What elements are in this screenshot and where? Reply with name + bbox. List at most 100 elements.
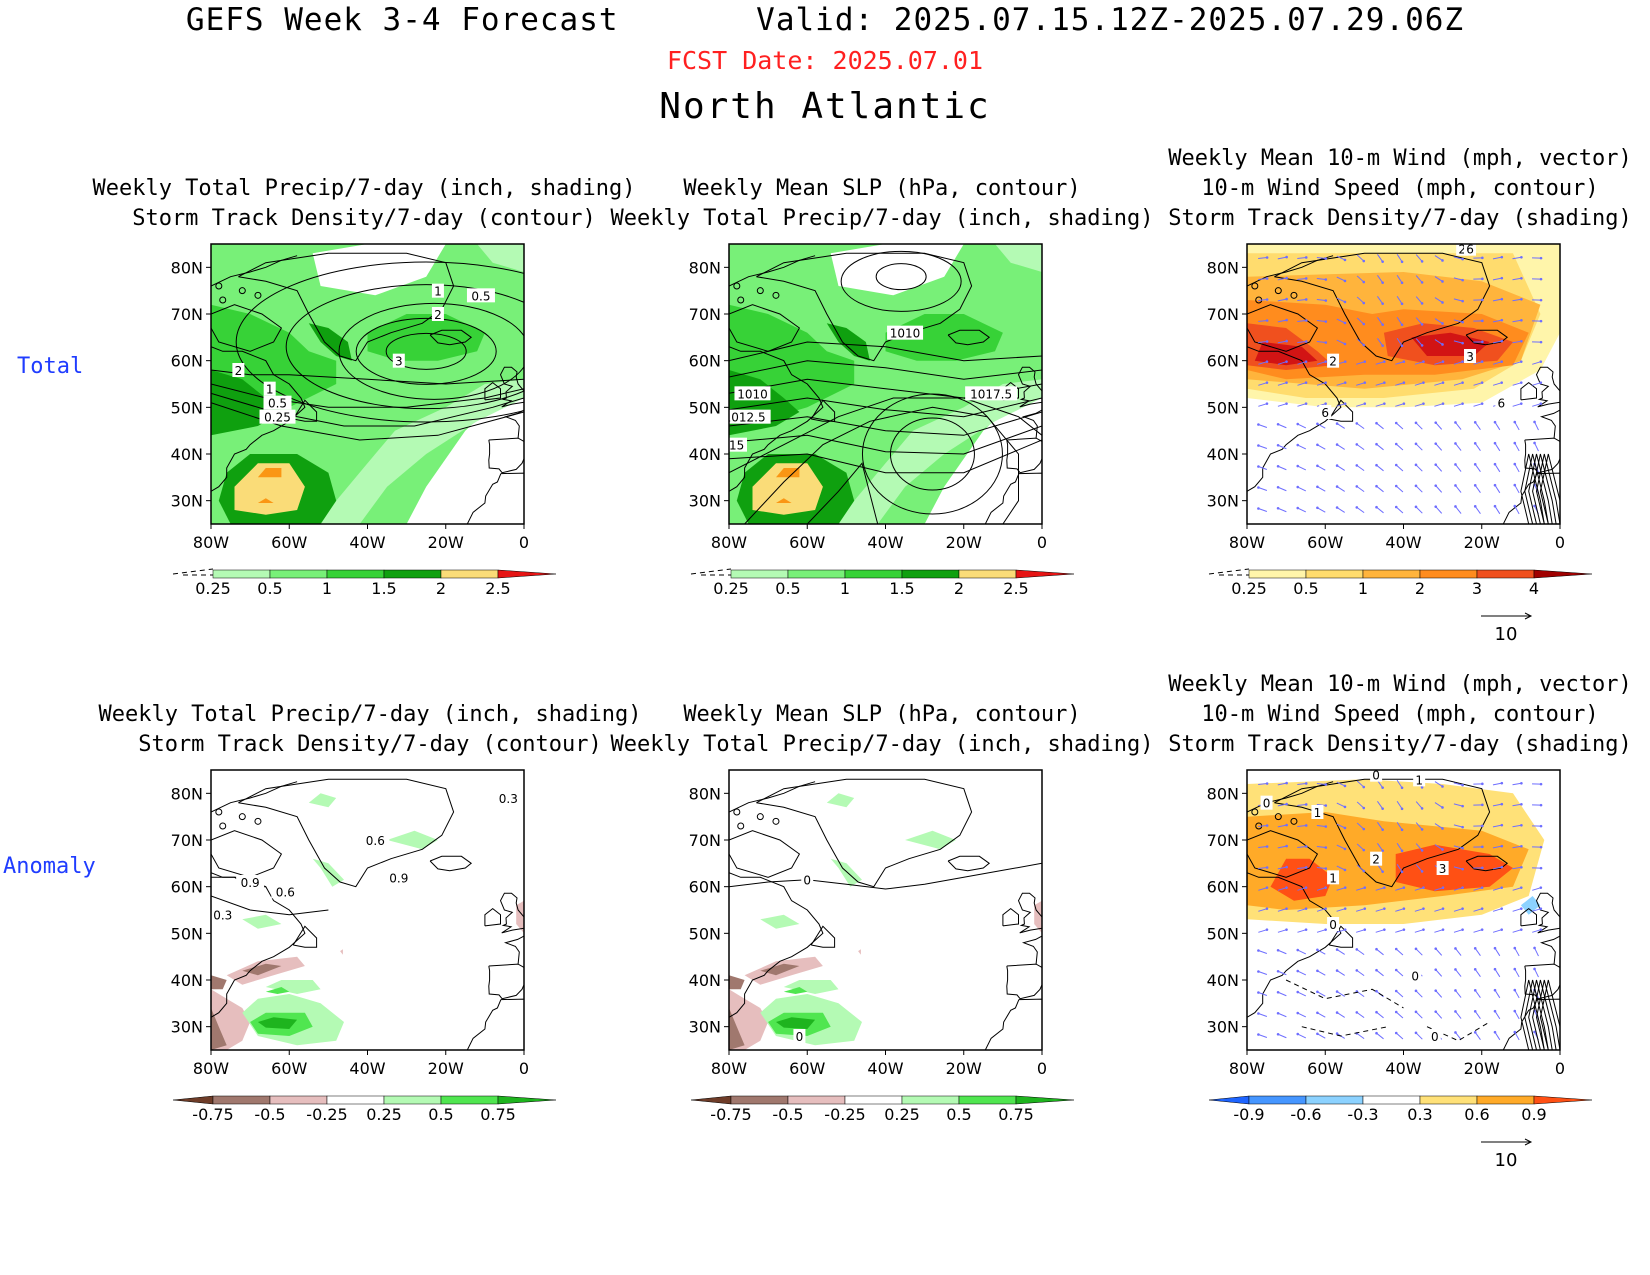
figure-title: GEFS Week 3-4 Forecast Valid: 2025.07.15… <box>185 2 1465 38</box>
contour-label: 2 <box>235 364 243 378</box>
lat-tick-label: 50N <box>171 924 203 943</box>
lat-tick-label: 50N <box>171 398 203 417</box>
lat-tick-label: 80N <box>1207 784 1239 803</box>
lat-tick-label: 50N <box>689 398 721 417</box>
colorbar: -0.9 -0.6 -0.3 0.3 0.6 0.9 <box>1208 1095 1593 1124</box>
lat-tick-label: 30N <box>689 1018 721 1037</box>
contour-label: 2 <box>1372 853 1380 867</box>
contour-label-box <box>211 907 237 922</box>
contour-label-box <box>1409 968 1422 983</box>
panel-title-line: Storm Track Density/7-day (contour) <box>138 732 602 757</box>
map-axes: 80N 70N 60N 50N 40N 30N 80W 60W 40W 20W 0 <box>1207 784 1565 1078</box>
lon-tick-label: 0 <box>519 533 529 552</box>
lat-tick-label: 30N <box>1207 1018 1239 1037</box>
lat-tick-label: 60N <box>689 878 721 897</box>
colorbar-tick-label: 2 <box>1415 579 1425 598</box>
colorbar-tick-label: 2.5 <box>1003 579 1028 598</box>
lon-tick-label: 80W <box>193 1059 229 1078</box>
contour-label: 0 <box>1263 797 1271 811</box>
lon-tick-label: 80W <box>1229 1059 1265 1078</box>
wind-vectors <box>1257 253 1543 515</box>
map-frame <box>728 243 1043 525</box>
lat-tick-label: 80N <box>689 784 721 803</box>
map-panel-4: 0.3 0.6 0.9 0.9 0.6 0.3 <box>211 770 524 1050</box>
contour-label: 0.25 <box>264 411 291 425</box>
vector-reference-label: 10 <box>1495 1150 1518 1171</box>
contour-label-box <box>392 353 405 368</box>
contour-label-box <box>232 363 245 377</box>
lat-tick-label: 60N <box>171 352 203 371</box>
contour-label: 0.3 <box>213 909 232 923</box>
colorbar-tick-label: 2 <box>436 579 446 598</box>
lat-tick-label: 40N <box>689 445 721 464</box>
contour-label-box <box>729 409 771 424</box>
contour-label: 0 <box>1329 918 1337 932</box>
colorbar-tick-label: 1 <box>1358 579 1368 598</box>
map-panel-6: 0 1 0 1 2 1 3 0 0 0 <box>1247 769 1560 1050</box>
colorbar-tick-label: 4 <box>1529 579 1539 598</box>
panel-title-line: Storm Track Density/7-day (contour) <box>132 206 596 231</box>
lon-tick-label: 0 <box>1555 533 1565 552</box>
contour-label: 1015 <box>714 439 745 453</box>
map-frame <box>1246 243 1561 525</box>
colorbar-tick-label: -0.9 <box>1233 1105 1264 1124</box>
contour-label-box <box>236 875 265 889</box>
contour-label-box <box>1495 395 1508 410</box>
contour-label-box <box>271 884 300 899</box>
contour-label-box <box>384 870 413 885</box>
lat-tick-label: 40N <box>689 971 721 990</box>
contour-label: 2 <box>1329 355 1337 369</box>
colorbar-tick-label: -0.6 <box>1290 1105 1321 1124</box>
coastline <box>729 778 1042 1050</box>
panel-title: Weekly Mean 10-m Wind (mph, vector) 10-m … <box>1100 670 1650 760</box>
contour-label: 3 <box>395 355 403 369</box>
lat-tick-label: 70N <box>689 305 721 324</box>
colorbar-tick-label: -0.75 <box>192 1105 233 1124</box>
lat-tick-label: 80N <box>171 258 203 277</box>
lat-tick-label: 70N <box>689 831 721 850</box>
lon-tick-label: 0 <box>1555 1059 1565 1078</box>
contour-label: 0 <box>1372 769 1380 783</box>
contour-label: 0.5 <box>268 397 287 411</box>
contour-label-box <box>1464 244 1477 256</box>
contour-label-box <box>793 1029 806 1043</box>
contour-label-box <box>1436 861 1449 875</box>
contour-label: 0.6 <box>276 885 295 899</box>
contour-label: 1 <box>1314 806 1322 820</box>
contour-label-box <box>259 409 296 424</box>
colorbar-tick-label: -0.25 <box>824 1105 865 1124</box>
lat-tick-label: 70N <box>171 831 203 850</box>
lat-tick-label: 60N <box>171 878 203 897</box>
lon-tick-label: 40W <box>349 1059 385 1078</box>
contour-label-box <box>263 381 276 396</box>
panel-title-line: Weekly Mean SLP (hPa, contour) <box>683 702 1081 727</box>
colorbar-tick-label: 0.5 <box>775 579 800 598</box>
contour-label: 0.9 <box>241 876 260 890</box>
panel-title-line: Storm Track Density/7-day (shading) <box>1168 206 1632 231</box>
contour-label-box <box>1464 349 1477 363</box>
colorbar: -0.75 -0.5 -0.25 0.25 0.5 0.75 <box>690 1095 1075 1124</box>
colorbar-tick-label: 0.5 <box>428 1105 453 1124</box>
contour-label: 1 <box>434 285 442 299</box>
contour-label: 1017.5 <box>970 387 1012 401</box>
contour-label-box <box>734 386 771 401</box>
colorbar-tick-label: 0.6 <box>1464 1105 1489 1124</box>
vector-reference-label: 10 <box>1495 624 1518 645</box>
colorbar-tick-label: 3 <box>1472 579 1482 598</box>
lon-tick-label: 20W <box>1464 533 1500 552</box>
contour-label-box <box>1370 851 1383 866</box>
lon-tick-label: 40W <box>867 533 903 552</box>
contour-label: 6 <box>1466 243 1474 257</box>
vector-reference: 10 <box>1481 612 1533 645</box>
contour-label-box <box>1260 795 1273 810</box>
colorbar: 0.25 0.5 1 1.5 2 2.5 <box>172 568 557 598</box>
contour-label: 0.9 <box>389 871 408 885</box>
colorbar-tick-label: 2 <box>954 579 964 598</box>
row-label-total: Total <box>17 354 84 379</box>
lat-tick-label: 60N <box>1207 878 1239 897</box>
colorbar-tick-label: 0.25 <box>1231 579 1267 598</box>
contour-label-box <box>431 307 444 321</box>
contour-label: 3 <box>1466 350 1474 364</box>
wind-speed-contours <box>1520 453 1560 524</box>
